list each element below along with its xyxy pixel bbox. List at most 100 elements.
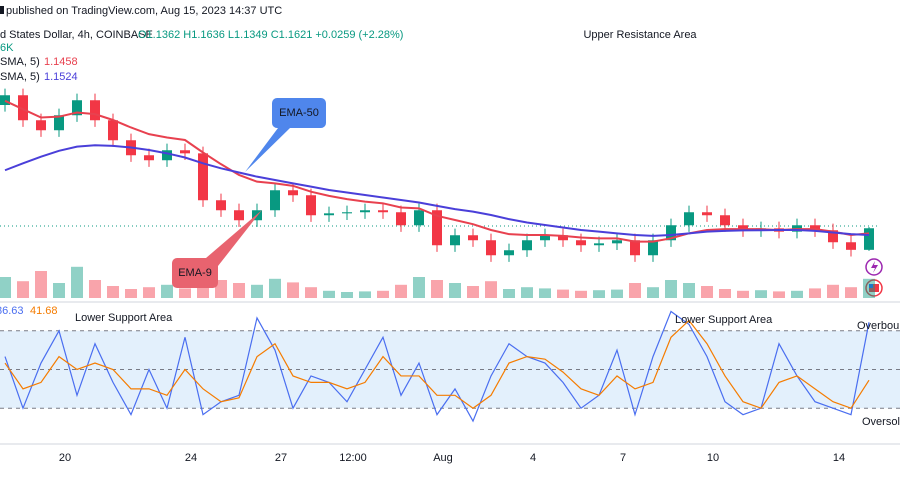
candle-body	[432, 210, 442, 246]
volume-bar	[89, 280, 101, 298]
volume-bar	[143, 287, 155, 298]
stoch-value: 41.68	[30, 305, 58, 317]
icon-alert	[865, 258, 883, 276]
volume-bar	[71, 266, 83, 298]
candle-body	[234, 210, 244, 221]
x-tick-label: 7	[620, 452, 626, 464]
volume-bar	[863, 278, 875, 298]
ma-label: SMA, 5)	[0, 71, 40, 83]
stoch-value: 86.63	[0, 305, 24, 317]
candle-body	[90, 100, 100, 121]
ema-line	[4, 99, 870, 243]
candle-body	[270, 190, 280, 211]
ema-line	[4, 144, 870, 237]
volume-bar	[485, 281, 497, 298]
volume-bar	[161, 284, 173, 298]
volume-bar	[647, 287, 659, 298]
x-tick-label: 4	[530, 452, 536, 464]
x-tick-label: 14	[833, 452, 845, 464]
volume-bar	[503, 289, 515, 298]
candle-body	[216, 200, 226, 211]
x-tick-label: 20	[59, 452, 71, 464]
candle-body	[108, 120, 118, 141]
volume-bar	[845, 287, 857, 298]
callout-label: EMA-9	[178, 267, 212, 279]
volume-bar	[521, 287, 533, 298]
volume-label: 6K	[0, 42, 14, 54]
candle-body	[414, 210, 424, 226]
candle-body	[720, 215, 730, 226]
annotation: Upper Resistance Area	[583, 29, 697, 41]
annotation: Oversol	[862, 416, 900, 428]
candle-body	[198, 153, 208, 201]
volume-bar	[251, 284, 263, 298]
volume-bar	[359, 291, 371, 298]
candle-body	[684, 212, 694, 226]
ma-label: SMA, 5)	[0, 56, 40, 68]
symbol: d States Dollar, 4h, COINBASE	[0, 29, 153, 41]
callout-box	[172, 258, 218, 288]
volume-bar	[233, 283, 245, 298]
x-tick-label: 24	[185, 452, 197, 464]
volume-bar	[413, 277, 425, 298]
candle-body	[810, 225, 820, 231]
volume-bar	[665, 280, 677, 298]
candle-body	[72, 100, 82, 116]
candle-body	[828, 230, 838, 243]
candle-body	[144, 155, 154, 161]
callout-box	[272, 98, 326, 128]
callout-pointer	[245, 128, 290, 172]
volume-bar	[305, 287, 317, 298]
candle-body	[594, 243, 604, 246]
volume-bar	[809, 288, 821, 298]
candle-body	[522, 240, 532, 251]
volume-bar	[773, 291, 785, 298]
volume-bar	[17, 281, 29, 298]
ma-value: 1.1458	[44, 56, 78, 68]
volume-bar	[215, 280, 227, 298]
volume-bar	[287, 282, 299, 298]
candle-body	[504, 250, 514, 256]
icon-flag	[865, 279, 883, 297]
logo	[0, 6, 4, 14]
volume-bar	[395, 284, 407, 298]
candle-body	[342, 212, 352, 214]
candle-body	[36, 120, 46, 131]
candle-body	[612, 240, 622, 244]
volume-bar	[431, 280, 443, 298]
volume-bar	[269, 278, 281, 298]
x-tick-label: 27	[275, 452, 287, 464]
ma-value: 1.1524	[44, 71, 78, 83]
volume-bar	[557, 289, 569, 298]
volume-bar	[323, 290, 335, 298]
candle-body	[864, 228, 874, 250]
candle-body	[486, 240, 496, 256]
candle-body	[396, 212, 406, 226]
candle-body	[846, 242, 856, 250]
candle-body	[180, 150, 190, 154]
volume-bar	[341, 292, 353, 298]
callout-label: EMA-50	[279, 107, 319, 119]
callout-pointer	[206, 210, 262, 266]
published-note: published on TradingView.com, Aug 15, 20…	[6, 5, 282, 17]
volume-bar	[593, 290, 605, 298]
annotation: Lower Support Area	[75, 312, 173, 324]
candle-body	[54, 115, 64, 131]
candle-body	[162, 150, 172, 161]
stoch-line	[4, 310, 870, 423]
candle-body	[360, 210, 370, 213]
annotation: Overbou	[857, 320, 899, 332]
volume-bar	[449, 283, 461, 298]
x-tick-label: Aug	[433, 452, 453, 464]
volume-bar	[0, 277, 11, 298]
candle-body	[468, 235, 478, 241]
volume-bar	[611, 289, 623, 298]
volume-bar	[629, 283, 641, 298]
volume-bar	[539, 288, 551, 298]
candle-body	[576, 240, 586, 246]
volume-bar	[755, 290, 767, 298]
candle-body	[0, 95, 10, 105]
x-tick-label: 10	[707, 452, 719, 464]
volume-bar	[53, 283, 65, 298]
